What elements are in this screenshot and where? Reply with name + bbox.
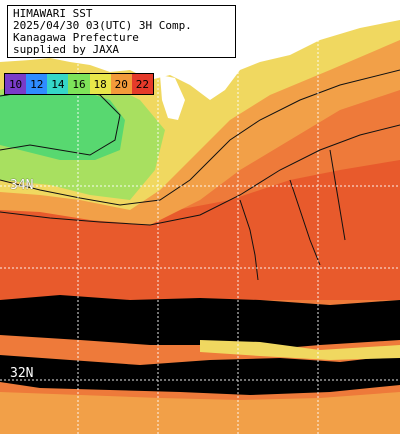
legend-item-12: 12: [26, 74, 48, 94]
legend-item-16: 16: [68, 74, 90, 94]
sst-lower-patch: [200, 340, 400, 360]
contour-line: [329, 149, 346, 241]
sst-bottom-patch: [0, 392, 400, 434]
title-line-2: 2025/04/30 03(UTC) 3H Comp.: [13, 19, 192, 32]
legend-item-22: 22: [131, 74, 153, 94]
contour-line: [289, 179, 321, 266]
title-line-4: supplied by JAXA: [13, 43, 119, 56]
contour-line: [0, 124, 400, 226]
legend-item-10: 10: [5, 74, 27, 94]
legend-item-14: 14: [47, 74, 69, 94]
latitude-label-32n: 32N: [10, 366, 34, 381]
cloud-mask-lower: [0, 355, 400, 395]
title-box: HIMAWARI SST 2025/04/30 03(UTC) 3H Comp.…: [7, 5, 236, 58]
latitude-label-34n: 34N: [10, 178, 34, 193]
sst-legend: 10 12 14 16 18 20 22: [4, 73, 154, 95]
title-line-1: HIMAWARI SST: [13, 7, 93, 20]
title-line-3: Kanagawa Prefecture: [13, 31, 139, 44]
sst-coldest-area: [0, 88, 125, 160]
cloud-mask-upper: [0, 295, 400, 350]
sst-hot-band: [0, 160, 400, 300]
contour-line: [0, 69, 400, 206]
peninsula: [160, 75, 185, 120]
legend-item-20: 20: [110, 74, 132, 94]
legend-item-18: 18: [89, 74, 111, 94]
